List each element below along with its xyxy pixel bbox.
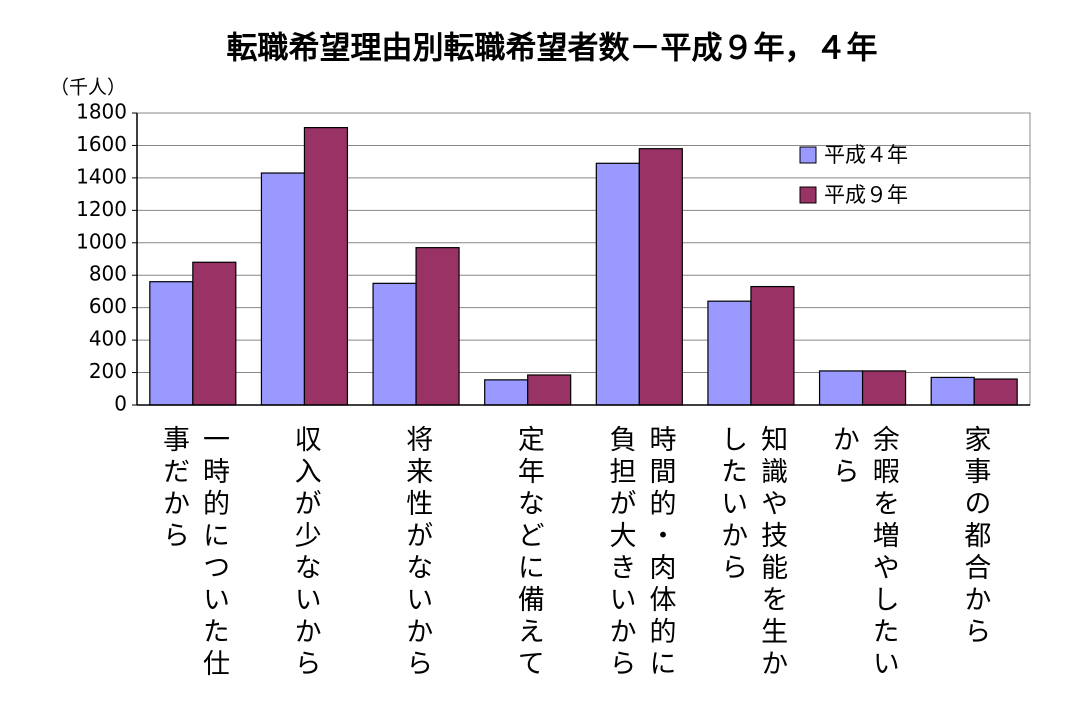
- x-tick-label: 家事の都合から: [959, 425, 991, 649]
- bar: [484, 379, 529, 406]
- bar: [192, 261, 237, 406]
- y-tick-label: 1200: [76, 197, 127, 221]
- x-tick-label-box: 余暇を増やしたいから: [807, 425, 919, 715]
- legend-swatch: [799, 146, 817, 164]
- x-tick-label: 一時的についた仕事だから: [158, 425, 229, 681]
- x-tick-label-box: 時間的・肉体的に負担が大きいから: [584, 425, 696, 715]
- y-tick-label: 400: [89, 327, 127, 351]
- bar: [260, 172, 306, 406]
- chart-title: 転職希望理由別転職希望者数－平成９年，４年: [227, 31, 878, 67]
- y-axis-label: （千人）: [50, 77, 126, 99]
- x-tick-label-wrap: 定年などに備えて: [472, 425, 584, 715]
- x-tick-label-box: 定年などに備えて: [472, 425, 584, 715]
- bar: [707, 300, 752, 406]
- x-tick-label: 時間的・肉体的に負担が大きいから: [604, 425, 676, 681]
- x-tick-label-box: 将来性がないから: [360, 425, 472, 715]
- x-tick-label-box: 収入が少ないから: [249, 425, 361, 715]
- bar: [527, 374, 572, 406]
- y-tick-label: 600: [89, 294, 127, 318]
- y-tick-label: 1000: [76, 229, 127, 253]
- bar: [930, 376, 975, 406]
- bar: [149, 281, 194, 406]
- x-tick-label: 余暇を増やしたいから: [827, 425, 899, 681]
- legend-swatch: [799, 186, 817, 204]
- x-tick-label-wrap: 知識や技能を生かしたいから: [695, 425, 807, 715]
- y-tick-label: 1800: [76, 100, 127, 124]
- y-tick-label: 0: [114, 392, 127, 416]
- bar: [303, 126, 349, 406]
- x-tick-label-box: 家事の都合から: [918, 425, 1030, 715]
- x-tick-label-wrap: 家事の都合から: [918, 425, 1030, 715]
- x-tick-label-wrap: 時間的・肉体的に負担が大きいから: [584, 425, 696, 715]
- bar: [818, 370, 864, 406]
- bar: [372, 282, 417, 406]
- bar: [861, 370, 907, 406]
- y-tick-label: 200: [89, 359, 127, 383]
- x-tick-label-wrap: 将来性がないから: [360, 425, 472, 715]
- x-tick-label: 定年などに備えて: [512, 425, 544, 681]
- bar: [973, 378, 1018, 406]
- bar: [595, 162, 640, 406]
- x-tick-label: 収入が少ないから: [289, 425, 321, 681]
- x-tick-label-wrap: 一時的についた仕事だから: [137, 425, 249, 715]
- x-tick-label-wrap: 収入が少ないから: [249, 425, 361, 715]
- x-tick-label: 将来性がないから: [401, 425, 433, 681]
- y-tick-label: 1600: [76, 132, 127, 156]
- bar: [415, 247, 460, 406]
- bar: [750, 285, 795, 406]
- x-tick-label-wrap: 余暇を増やしたいから: [807, 425, 919, 715]
- x-tick-label-box: 一時的についた仕事だから: [137, 425, 249, 715]
- x-tick-label: 知識や技能を生かしたいから: [716, 425, 788, 681]
- y-tick-label: 1400: [76, 164, 127, 188]
- legend-label: 平成９年: [824, 183, 908, 207]
- y-tick-label: 800: [89, 262, 127, 286]
- x-tick-label-box: 知識や技能を生かしたいから: [695, 425, 807, 715]
- legend-label: 平成４年: [824, 143, 908, 167]
- bar: [638, 148, 683, 406]
